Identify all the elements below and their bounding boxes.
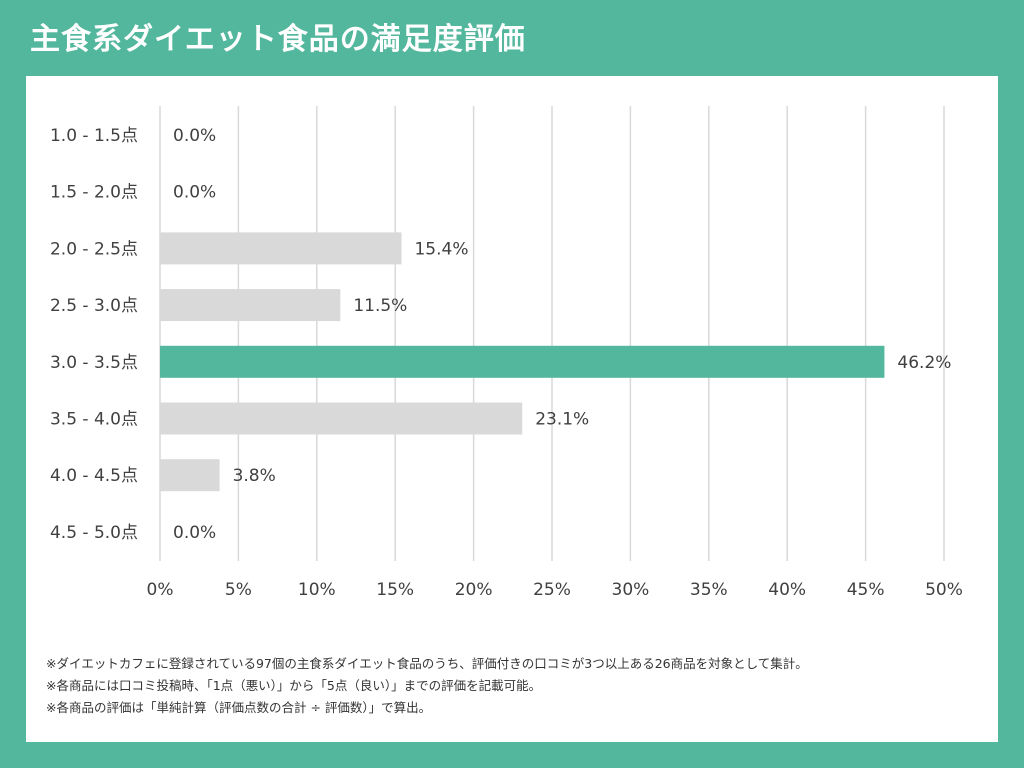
category-label: 4.0 - 4.5点 (50, 466, 138, 486)
x-tick-label: 20% (455, 580, 493, 600)
data-label: 3.8% (233, 466, 276, 486)
category-label: 1.0 - 1.5点 (50, 126, 138, 146)
x-tick-label: 35% (690, 580, 728, 600)
x-tick-label: 45% (847, 580, 885, 600)
x-tick-label: 0% (147, 580, 174, 600)
data-label: 23.1% (535, 410, 589, 430)
bar (160, 345, 885, 378)
bar (160, 402, 523, 435)
bar-chart: 0% 5% 10% 15% 20% 25% 30% 35% 40% 45% 50% 1.0 - 1.5… (50, 106, 963, 600)
data-label: 11.5% (353, 296, 407, 316)
chart-panel: 0% 5% 10% 15% 20% 25% 30% 35% 40% 45% 50% 1.0 - 1.5… (26, 76, 998, 742)
category-label: 3.0 - 3.5点 (50, 353, 138, 373)
footnote: ※各商品には口コミ投稿時、「1点（悪い）」から「5点（良い）」までの評価を記載可… (46, 678, 542, 693)
data-label: 46.2% (897, 353, 951, 373)
bar (160, 232, 402, 265)
x-tick-label: 25% (533, 580, 571, 600)
category-label: 2.0 - 2.5点 (50, 239, 138, 259)
bar (160, 289, 341, 322)
x-tick-label: 10% (298, 580, 336, 600)
x-tick-label: 50% (925, 580, 963, 600)
x-tick-label: 15% (376, 580, 414, 600)
x-tick-label: 30% (612, 580, 650, 600)
footnotes: ※ダイエットカフェに登録されている97個の主食系ダイエット食品のうち、評価付きの… (46, 653, 808, 719)
x-tick-label: 5% (225, 580, 252, 600)
data-label: 15.4% (414, 239, 468, 259)
footnote: ※各商品の評価は「単純計算（評価点数の合計 ÷ 評価数）」で算出。 (46, 700, 432, 715)
category-label: 1.5 - 2.0点 (50, 183, 138, 203)
bar (160, 459, 220, 492)
data-label: 0.0% (173, 523, 216, 543)
data-label: 0.0% (173, 183, 216, 203)
x-tick-label: 40% (768, 580, 806, 600)
category-label: 2.5 - 3.0点 (50, 296, 138, 316)
data-label: 0.0% (173, 126, 216, 146)
category-label: 4.5 - 5.0点 (50, 523, 138, 543)
category-label: 3.5 - 4.0点 (50, 410, 138, 430)
page-title: 主食系ダイエット食品の満足度評価 (30, 22, 526, 57)
footnote: ※ダイエットカフェに登録されている97個の主食系ダイエット食品のうち、評価付きの… (46, 656, 808, 671)
